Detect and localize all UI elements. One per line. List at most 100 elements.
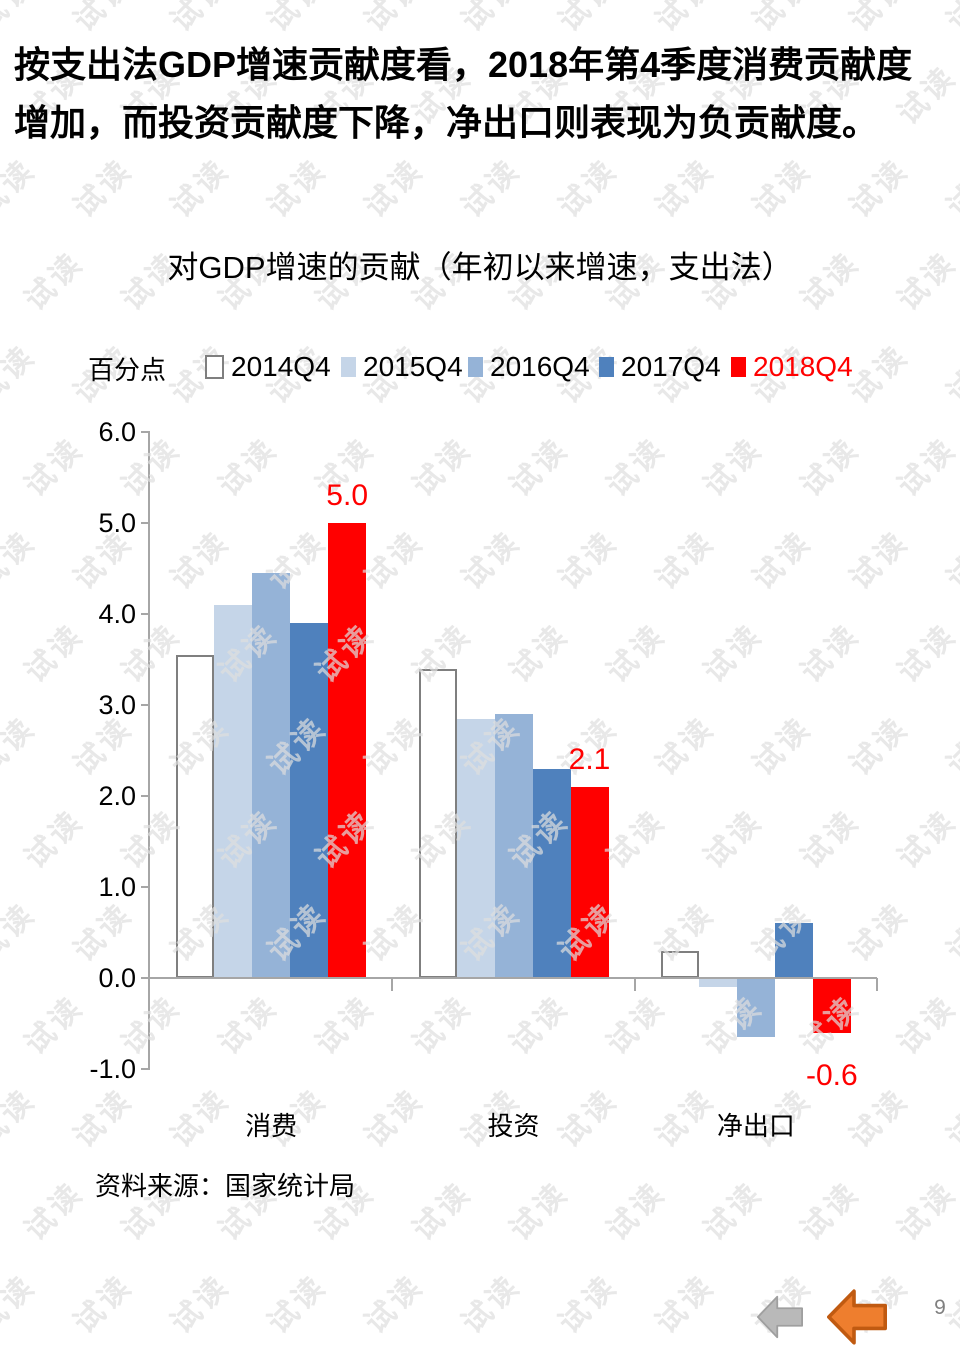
watermark-text: 试读 — [843, 710, 916, 783]
bar-2017Q4-消费 — [290, 623, 329, 978]
watermark-text: 试读 — [455, 0, 528, 39]
watermark-text: 试读 — [0, 0, 43, 39]
watermark-text: 试读 — [940, 1082, 960, 1155]
nav-forward-arrow-icon[interactable] — [827, 1282, 887, 1352]
y-axis-tick-label: 4.0 — [98, 599, 136, 629]
watermark-text: 试读 — [552, 1268, 625, 1341]
watermark-text: 试读 — [503, 989, 576, 1062]
watermark-text: 试读 — [552, 0, 625, 39]
watermark-text: 试读 — [649, 152, 722, 225]
watermark-text: 试读 — [406, 1175, 479, 1248]
y-axis-tick-label: 5.0 — [98, 508, 136, 538]
page-heading: 按支出法GDP增速贡献度看，2018年第4季度消费贡献度增加，而投资贡献度下降，… — [14, 44, 913, 143]
legend-swatch-icon — [599, 357, 614, 377]
watermark-text: 试读 — [406, 431, 479, 504]
watermark-text: 试读 — [0, 1268, 43, 1341]
legend-label: 2015Q4 — [363, 351, 463, 382]
watermark-text: 试读 — [18, 989, 91, 1062]
watermark-text: 试读 — [649, 710, 722, 783]
watermark-text: 试读 — [552, 152, 625, 225]
watermark-text: 试读 — [164, 1268, 237, 1341]
watermark-text: 试读 — [940, 710, 960, 783]
watermark-text: 试读 — [503, 431, 576, 504]
y-axis-tick-mark — [141, 522, 150, 524]
bar-2015Q4-净出口 — [698, 978, 737, 988]
watermark-text: 试读 — [164, 524, 237, 597]
legend-swatch-icon — [205, 355, 224, 379]
data-label-2018Q4-净出口: -0.6 — [805, 1058, 858, 1092]
watermark-text: 试读 — [600, 1175, 673, 1248]
category-axis-tick-mark — [876, 978, 878, 991]
watermark-text: 试读 — [0, 524, 43, 597]
legend-item-2015Q4: 2015Q4 — [341, 352, 463, 382]
watermark-text: 试读 — [940, 524, 960, 597]
watermark-text: 试读 — [649, 1268, 722, 1341]
watermark-text: 试读 — [455, 1268, 528, 1341]
category-label: 投资 — [487, 1111, 540, 1141]
y-axis-tick-mark — [141, 704, 150, 706]
category-label: 消费 — [245, 1111, 298, 1141]
watermark-text: 试读 — [697, 617, 770, 690]
legend-label: 2014Q4 — [231, 351, 331, 382]
watermark-text: 试读 — [843, 896, 916, 969]
watermark-text: 试读 — [0, 896, 43, 969]
watermark-text: 试读 — [891, 803, 960, 876]
y-axis-tick-mark — [141, 886, 150, 888]
category-axis-tick-mark — [633, 978, 636, 991]
y-axis-tick-mark — [141, 977, 150, 979]
watermark-text: 试读 — [358, 1268, 431, 1341]
category-label: 净出口 — [716, 1111, 795, 1141]
watermark-text: 试读 — [358, 152, 431, 225]
watermark-text: 试读 — [697, 803, 770, 876]
watermark-text: 试读 — [212, 431, 285, 504]
legend-item-2017Q4: 2017Q4 — [599, 352, 721, 382]
legend-item-2018Q4: 2018Q4 — [731, 352, 853, 382]
bar-2014Q4-净出口 — [660, 950, 699, 978]
watermark-text: 试读 — [503, 617, 576, 690]
watermark-text: 试读 — [164, 0, 237, 39]
bar-2015Q4-消费 — [214, 604, 253, 978]
watermark-text: 试读 — [600, 989, 673, 1062]
watermark-text: 试读 — [552, 524, 625, 597]
watermark-text: 试读 — [67, 896, 140, 969]
bar-2017Q4-净出口 — [774, 923, 813, 978]
watermark-text: 试读 — [67, 0, 140, 39]
y-axis-tick-mark — [141, 795, 150, 797]
watermark-text: 试读 — [600, 617, 673, 690]
y-axis-tick-mark — [141, 613, 150, 615]
watermark-text: 试读 — [600, 431, 673, 504]
bar-2017Q4-投资 — [532, 768, 571, 978]
y-axis-tick-label: 0.0 — [98, 963, 136, 993]
legend-label: 2017Q4 — [621, 351, 721, 382]
nav-back-arrow-icon[interactable] — [757, 1286, 803, 1348]
legend-swatch-icon — [731, 357, 746, 377]
watermark-text: 试读 — [697, 1175, 770, 1248]
watermark-text: 试读 — [503, 1175, 576, 1248]
bar-2014Q4-投资 — [418, 668, 457, 978]
watermark-text: 试读 — [794, 1175, 867, 1248]
watermark-text: 试读 — [940, 338, 960, 411]
watermark-text: 试读 — [891, 431, 960, 504]
watermark-text: 试读 — [0, 710, 43, 783]
watermark-text: 试读 — [406, 989, 479, 1062]
watermark-text: 试读 — [794, 431, 867, 504]
watermark-text: 试读 — [940, 896, 960, 969]
watermark-text: 试读 — [309, 989, 382, 1062]
category-axis-tick-mark — [391, 978, 394, 991]
watermark-text: 试读 — [67, 1268, 140, 1341]
watermark-text: 试读 — [0, 152, 43, 225]
watermark-text: 试读 — [164, 152, 237, 225]
watermark-text: 试读 — [746, 152, 819, 225]
y-axis-tick-mark — [141, 1068, 150, 1070]
watermark-text: 试读 — [746, 524, 819, 597]
watermark-text: 试读 — [358, 0, 431, 39]
watermark-text: 试读 — [455, 152, 528, 225]
watermark-text: 试读 — [0, 338, 43, 411]
watermark-text: 试读 — [261, 1268, 334, 1341]
watermark-text: 试读 — [843, 152, 916, 225]
bar-2015Q4-投资 — [456, 718, 495, 978]
legend-item-2014Q4: 2014Q4 — [205, 352, 331, 382]
watermark-text: 试读 — [0, 1082, 43, 1155]
watermark-text: 试读 — [649, 524, 722, 597]
